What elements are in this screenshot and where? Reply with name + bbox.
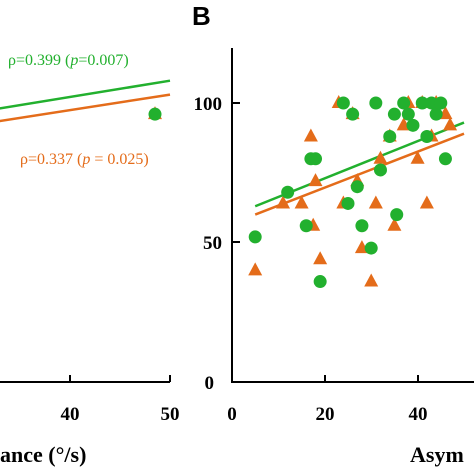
panel-a-green-correlation-label: ρ=0.399 (p=0.007): [8, 52, 129, 69]
panel-b-x-axis-title: Asym: [410, 442, 464, 467]
panel-b-data-point-triangle: [276, 195, 291, 209]
panel-b-points: [248, 95, 458, 289]
panel-b-y-tick-label: 100: [194, 94, 223, 115]
panel-a-fit-lines: [0, 79, 171, 123]
panel-b-data-point-triangle: [410, 150, 425, 164]
panel-b-data-point-circle: [336, 96, 350, 110]
panel-b-data-point-circle: [355, 219, 369, 233]
panel-b-letter: B: [192, 1, 211, 31]
panel-b-data-point-circle: [346, 107, 360, 121]
panel-b-data-point-circle: [406, 118, 420, 132]
panel-b-y-tick-label: 0: [205, 373, 215, 394]
panel-b-data-point-triangle: [248, 262, 263, 276]
panel-b-data-point-triangle: [387, 217, 402, 231]
panel-b-data-point-circle: [415, 96, 429, 110]
panel-b-data-point-circle: [397, 96, 411, 110]
panel-b-data-point-circle: [281, 185, 295, 199]
panel-b-data-point-circle: [438, 152, 452, 166]
panel-b-data-point-circle: [350, 180, 364, 194]
panel-b-data-point-circle: [364, 241, 378, 255]
panel-a-points: [148, 106, 162, 121]
panel-a-x-tick-label: 40: [61, 404, 80, 425]
panel-b-data-point-circle: [299, 219, 313, 233]
panel-b-x-tick-label: 40: [409, 404, 428, 425]
panel-b-data-point-circle: [369, 96, 383, 110]
panel-a-orange-correlation-label: ρ=0.337 (p = 0.025): [20, 151, 149, 168]
panel-b-data-point-triangle: [294, 195, 309, 209]
panel-b-data-point-circle: [313, 275, 327, 289]
panel-b-x-tick-label: 20: [316, 404, 335, 425]
panel-b-data-point-triangle: [364, 273, 379, 287]
panel-b-data-point-triangle: [308, 173, 323, 187]
panel-b-data-point-circle: [309, 152, 323, 166]
panel-b-data-point-circle: [383, 129, 397, 143]
panel-b-data-point-circle: [434, 96, 448, 110]
panel-b-data-point-triangle: [419, 195, 434, 209]
panel-a-fit-line-triangle: [0, 93, 171, 123]
panel-b-data-point-circle: [425, 96, 439, 110]
panel-b-data-point-circle: [401, 107, 415, 121]
panel-b-x-tick-label: 0: [227, 404, 237, 425]
panel-a-data-point-circle: [148, 107, 162, 121]
panel-b-y-tick-label: 50: [203, 233, 222, 254]
panel-b-data-point-triangle: [373, 150, 388, 164]
panel-b-data-point-triangle: [443, 117, 458, 131]
panel-b-data-point-triangle: [368, 195, 383, 209]
panel-b-data-point-circle: [390, 208, 404, 222]
panel-b-scatter-plot: B 0 50 100 0 20 40 Asym: [192, 1, 474, 467]
panel-b-data-point-circle: [387, 107, 401, 121]
panel-a-fit-line-circle: [0, 79, 171, 110]
panel-b-data-point-circle: [373, 163, 387, 177]
panel-a-x-tick-label: 50: [161, 404, 180, 425]
panel-b-data-point-circle: [341, 196, 355, 210]
panel-b-data-point-circle: [429, 107, 443, 121]
panel-b-fit-line-triangle: [254, 132, 465, 216]
panel-b-data-point-circle: [420, 129, 434, 143]
panel-b-data-point-circle: [248, 230, 262, 244]
panel-a-x-axis-title: ance (°/s): [0, 442, 86, 467]
panel-b-data-point-triangle: [313, 251, 328, 265]
panel-a-scatter-plot: 40 50 ance (°/s) ρ=0.399 (p=0.007) ρ=0.3…: [0, 52, 180, 467]
panel-b-data-point-triangle: [303, 128, 318, 142]
